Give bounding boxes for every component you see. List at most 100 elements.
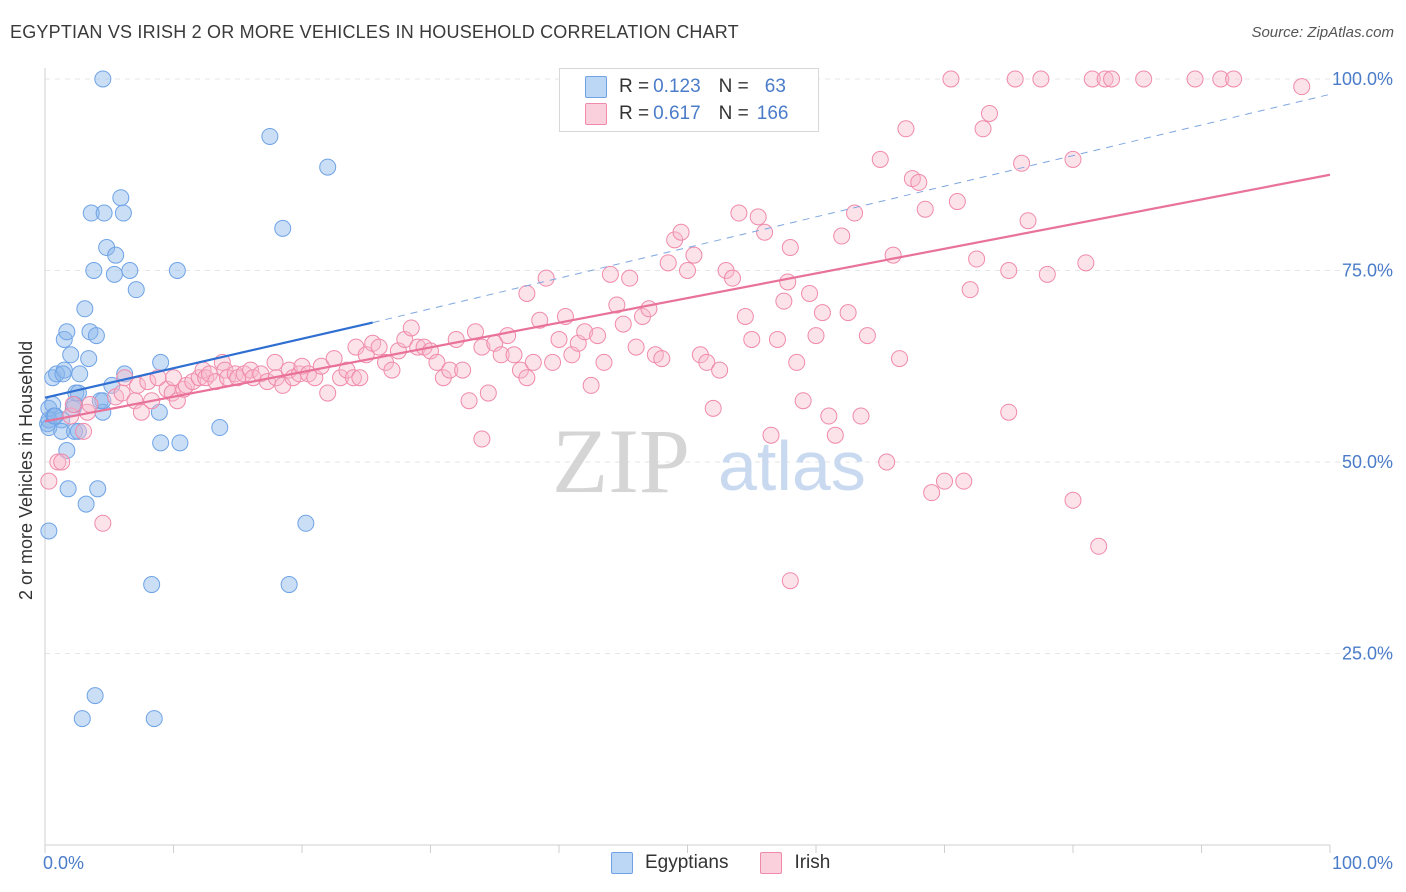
point-egyptians — [280, 576, 298, 594]
point-irish — [826, 426, 844, 444]
point-irish — [608, 296, 626, 314]
point-irish — [923, 484, 941, 502]
point-irish — [788, 353, 806, 371]
y-tick-label: 50.0% — [1342, 452, 1393, 472]
point-irish — [165, 369, 182, 387]
legend-label-irish: Irish — [794, 852, 831, 873]
point-irish — [499, 327, 517, 345]
point-egyptians — [62, 346, 80, 364]
series-legend: Egyptians Irish — [611, 852, 830, 874]
point-irish — [974, 120, 992, 138]
point-egyptians — [121, 262, 139, 279]
point-irish — [968, 250, 986, 268]
point-irish — [492, 346, 510, 364]
point-irish — [441, 361, 459, 379]
point-irish — [383, 361, 401, 379]
point-egyptians — [86, 687, 104, 705]
point-egyptians — [77, 495, 95, 513]
point-irish — [518, 284, 536, 302]
watermark-atlas: atlas — [718, 427, 866, 505]
legend-row-egyptians: R = 0.123 N = 63 — [585, 74, 786, 100]
point-irish — [370, 338, 388, 356]
series-irish — [40, 70, 1311, 590]
point-egyptians — [46, 407, 64, 425]
point-irish — [723, 269, 741, 287]
trend-line-egyptians — [372, 93, 1331, 324]
point-egyptians — [211, 419, 229, 437]
point-irish — [614, 315, 632, 333]
point-irish — [601, 265, 619, 283]
point-irish — [1293, 78, 1311, 96]
point-egyptians — [145, 710, 163, 728]
point-irish — [190, 369, 208, 387]
point-irish — [833, 227, 851, 245]
point-irish — [698, 353, 716, 371]
point-irish — [473, 338, 491, 356]
point-irish — [749, 208, 767, 226]
series-egyptians — [39, 70, 337, 728]
point-irish — [49, 453, 67, 471]
trend-lines — [44, 93, 1331, 423]
legend-swatch-irish — [585, 103, 607, 125]
point-egyptians — [54, 365, 72, 383]
point-egyptians — [53, 422, 71, 440]
point-irish — [948, 193, 966, 211]
trend-line-egyptians — [44, 321, 373, 399]
point-egyptians — [94, 392, 112, 410]
y-tick-label: 25.0% — [1342, 644, 1393, 664]
point-irish — [704, 399, 722, 417]
point-irish — [1064, 491, 1082, 509]
point-irish — [1032, 70, 1050, 88]
watermark: ZIP atlas — [552, 410, 866, 512]
point-egyptians — [127, 281, 145, 299]
point-egyptians — [95, 204, 113, 222]
point-egyptians — [171, 434, 189, 452]
point-irish — [852, 407, 870, 425]
point-irish — [768, 330, 786, 348]
point-egyptians — [112, 189, 130, 207]
point-egyptians — [73, 710, 91, 728]
point-irish — [454, 361, 472, 379]
point-irish — [81, 396, 99, 414]
point-irish — [621, 269, 639, 287]
point-irish — [524, 353, 542, 371]
point-irish — [582, 376, 600, 394]
point-egyptians — [48, 365, 66, 383]
point-irish — [878, 453, 896, 471]
point-irish — [344, 369, 362, 387]
legend-n-label: N = — [718, 103, 749, 124]
point-egyptians — [82, 204, 100, 222]
legend-swatch-egyptians — [611, 852, 633, 874]
point-egyptians — [89, 480, 107, 498]
point-irish — [781, 239, 799, 257]
point-irish — [589, 327, 607, 345]
point-egyptians — [40, 522, 58, 540]
point-egyptians — [105, 265, 123, 283]
point-irish — [576, 323, 594, 341]
legend-r-label: R = — [619, 103, 650, 124]
point-irish — [1225, 70, 1243, 88]
point-irish — [820, 407, 838, 425]
point-egyptians — [152, 434, 170, 452]
point-irish — [955, 472, 973, 490]
trend-line-irish — [44, 173, 1331, 423]
legend-n-label: N = — [718, 76, 749, 97]
point-irish — [537, 269, 555, 287]
point-irish — [801, 284, 819, 302]
point-egyptians — [59, 480, 77, 498]
point-irish — [1083, 70, 1101, 88]
y-tick-label: 75.0% — [1342, 261, 1393, 281]
legend-n-value: 63 — [764, 76, 786, 97]
point-irish — [756, 223, 774, 241]
point-irish — [428, 353, 446, 371]
point-irish — [518, 369, 536, 387]
point-irish — [40, 472, 58, 490]
chart-title: EGYPTIAN VS IRISH 2 OR MORE VEHICLES IN … — [10, 22, 739, 42]
point-egyptians — [71, 365, 89, 383]
point-irish — [505, 346, 523, 364]
point-irish — [736, 307, 754, 325]
point-egyptians — [94, 70, 112, 88]
point-irish — [659, 254, 677, 272]
point-irish — [807, 327, 825, 345]
